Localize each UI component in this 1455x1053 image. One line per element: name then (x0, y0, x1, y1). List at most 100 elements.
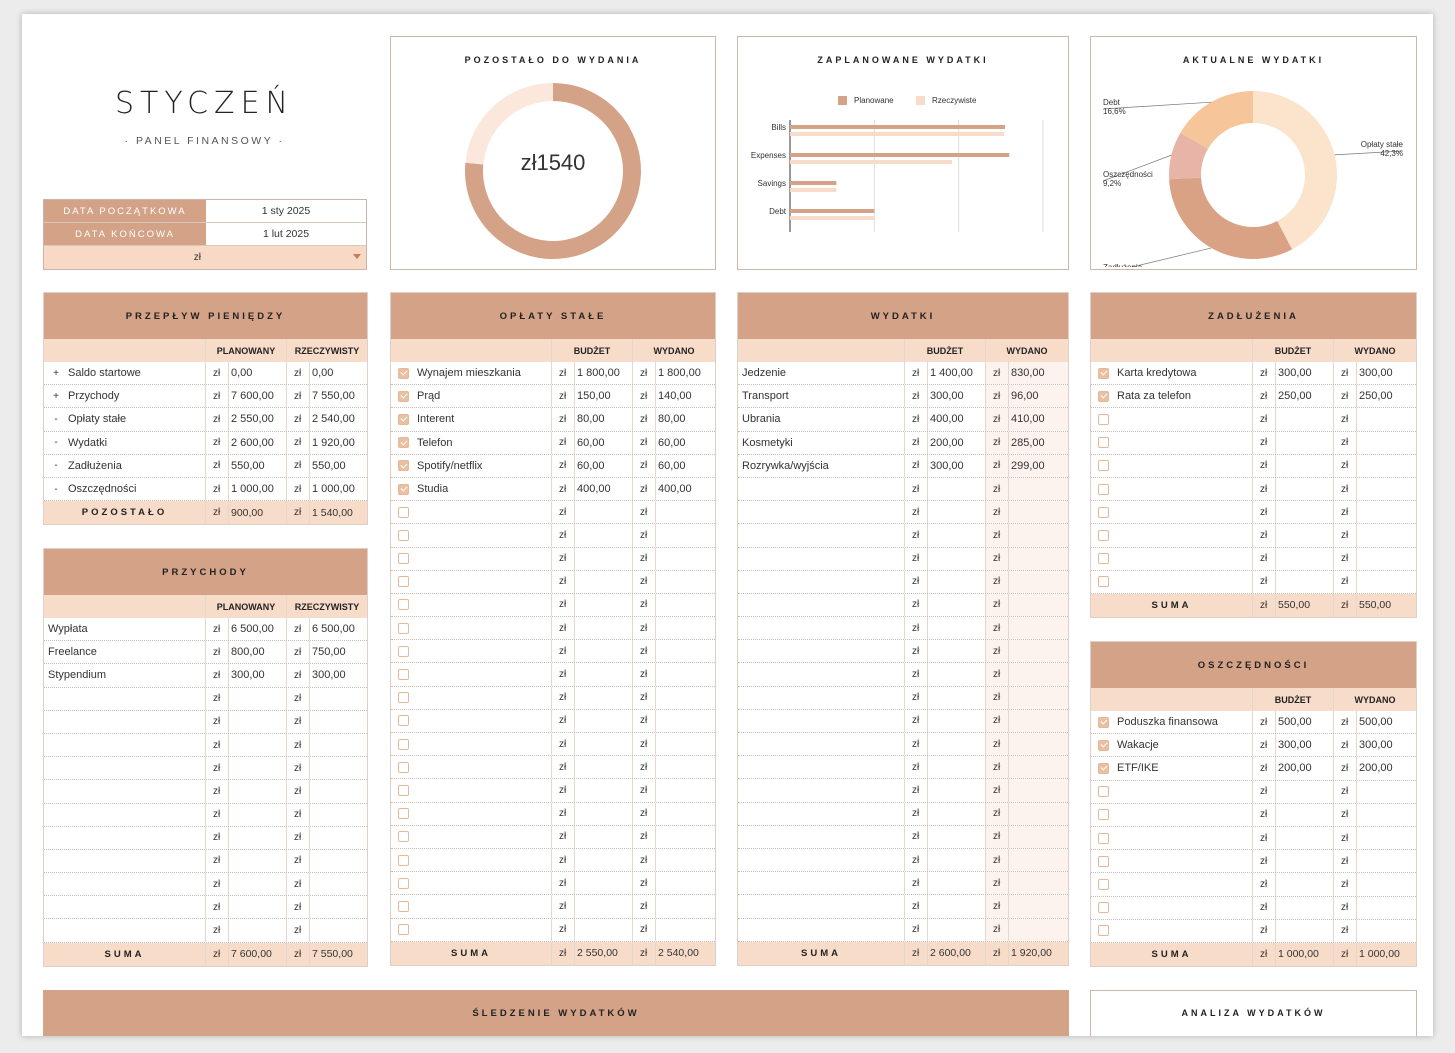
amount-value[interactable] (1356, 896, 1416, 919)
amount-value[interactable] (309, 803, 367, 826)
checkbox-icon[interactable] (1098, 855, 1109, 867)
amount-value[interactable]: 250,00 (1275, 385, 1333, 408)
amount-value[interactable] (1356, 501, 1416, 524)
row-label-cell[interactable]: Prąd (391, 385, 552, 408)
amount-value[interactable]: 1 800,00 (655, 362, 715, 385)
currency-select[interactable]: zł (44, 246, 366, 269)
amount-value[interactable] (574, 663, 632, 686)
amount-cell[interactable]: zł (905, 593, 986, 617)
amount-value[interactable] (655, 686, 715, 709)
amount-cell[interactable]: zł (986, 918, 1068, 941)
amount-cell[interactable]: zł (1253, 524, 1334, 547)
checkbox-icon[interactable] (1098, 832, 1109, 844)
amount-cell[interactable]: zł (633, 501, 715, 524)
amount-value[interactable] (655, 709, 715, 732)
row-label-cell[interactable]: Interent (391, 408, 552, 431)
amount-value[interactable] (1356, 919, 1416, 942)
checkbox-icon[interactable] (1098, 529, 1109, 541)
amount-cell[interactable]: zł 200,00 (1334, 757, 1416, 780)
checkbox-checked-icon[interactable] (1098, 390, 1109, 402)
amount-cell[interactable]: zł (552, 895, 633, 918)
checkbox-icon[interactable] (398, 900, 409, 912)
amount-cell[interactable]: zł 300,00 (905, 454, 986, 477)
dropdown-arrow-icon[interactable] (353, 254, 361, 259)
row-label-cell[interactable] (738, 733, 905, 756)
checkbox-icon[interactable] (1098, 553, 1109, 565)
amount-value[interactable] (655, 918, 715, 941)
row-label-cell[interactable] (738, 872, 905, 895)
row-label-cell[interactable] (738, 779, 905, 802)
amount-cell[interactable]: zł (552, 802, 633, 825)
amount-value[interactable] (1275, 780, 1333, 803)
amount-cell[interactable]: zł 200,00 (1253, 757, 1334, 780)
amount-value[interactable]: 0,00 (228, 362, 286, 385)
row-label-cell[interactable] (738, 570, 905, 593)
amount-value[interactable] (1356, 570, 1416, 593)
amount-value[interactable] (1008, 501, 1068, 524)
checkbox-icon[interactable] (1098, 576, 1109, 588)
amount-cell[interactable]: zł (1253, 896, 1334, 919)
amount-value[interactable]: 250,00 (1356, 385, 1416, 408)
row-label-cell[interactable] (738, 802, 905, 825)
amount-value[interactable]: 550,00 (228, 454, 286, 477)
amount-value[interactable] (655, 617, 715, 640)
amount-cell[interactable]: zł 80,00 (633, 408, 715, 431)
checkbox-icon[interactable] (1098, 809, 1109, 821)
amount-cell[interactable]: zł 400,00 (905, 408, 986, 431)
amount-cell[interactable]: zł (1253, 919, 1334, 942)
amount-value[interactable] (228, 826, 286, 849)
row-label-cell[interactable]: Rata za telefon (1091, 385, 1253, 408)
amount-cell[interactable]: zł (552, 640, 633, 663)
checkbox-icon[interactable] (398, 831, 409, 843)
row-label-cell[interactable] (1091, 780, 1253, 803)
row-label-cell[interactable] (738, 547, 905, 570)
checkbox-checked-icon[interactable] (1098, 367, 1109, 379)
amount-value[interactable] (309, 873, 367, 896)
amount-value[interactable]: 500,00 (1275, 711, 1333, 734)
amount-cell[interactable]: zł (905, 779, 986, 802)
amount-value[interactable]: 1 800,00 (574, 362, 632, 385)
row-label-cell[interactable] (1091, 547, 1253, 570)
amount-value[interactable] (655, 663, 715, 686)
amount-cell[interactable]: zł (552, 547, 633, 570)
amount-value[interactable] (927, 524, 985, 547)
amount-value[interactable]: 60,00 (574, 431, 632, 454)
amount-value[interactable] (1008, 617, 1068, 640)
amount-cell[interactable]: zł (1253, 803, 1334, 826)
checkbox-checked-icon[interactable] (1098, 762, 1109, 774)
row-label-cell[interactable]: Wypłata (44, 618, 206, 641)
amount-value[interactable] (1356, 850, 1416, 873)
amount-value[interactable] (655, 593, 715, 617)
row-label-cell[interactable] (391, 501, 552, 524)
row-label-cell[interactable] (391, 802, 552, 825)
amount-cell[interactable]: zł (905, 895, 986, 918)
checkbox-icon[interactable] (398, 576, 409, 588)
amount-value[interactable] (309, 710, 367, 733)
amount-value[interactable] (574, 501, 632, 524)
row-label-cell[interactable] (44, 710, 206, 733)
amount-value[interactable] (309, 757, 367, 780)
row-label-cell[interactable] (391, 756, 552, 779)
amount-cell[interactable]: zł (1334, 873, 1416, 896)
amount-cell[interactable]: zł (633, 524, 715, 547)
row-label-cell[interactable]: - Oszczędności (44, 477, 206, 501)
row-label-cell[interactable]: Transport (738, 385, 905, 408)
amount-cell[interactable]: zł (287, 780, 367, 803)
amount-value[interactable] (1275, 501, 1333, 524)
amount-cell[interactable]: zł (633, 895, 715, 918)
amount-cell[interactable]: zł 1 800,00 (552, 362, 633, 385)
checkbox-icon[interactable] (398, 715, 409, 727)
amount-value[interactable] (574, 640, 632, 663)
amount-cell[interactable]: zł (633, 802, 715, 825)
row-label-cell[interactable]: Telefon (391, 431, 552, 454)
amount-cell[interactable]: zł (1253, 826, 1334, 850)
row-label-cell[interactable] (1091, 850, 1253, 873)
amount-cell[interactable]: zł (287, 919, 367, 942)
amount-cell[interactable]: zł (1253, 454, 1334, 477)
amount-cell[interactable]: zł (986, 663, 1068, 686)
row-label-cell[interactable] (738, 895, 905, 918)
row-label-cell[interactable]: + Saldo startowe (44, 362, 206, 385)
amount-value[interactable]: 299,00 (1008, 454, 1068, 477)
amount-cell[interactable]: zł (1253, 547, 1334, 570)
checkbox-icon[interactable] (1098, 902, 1109, 914)
